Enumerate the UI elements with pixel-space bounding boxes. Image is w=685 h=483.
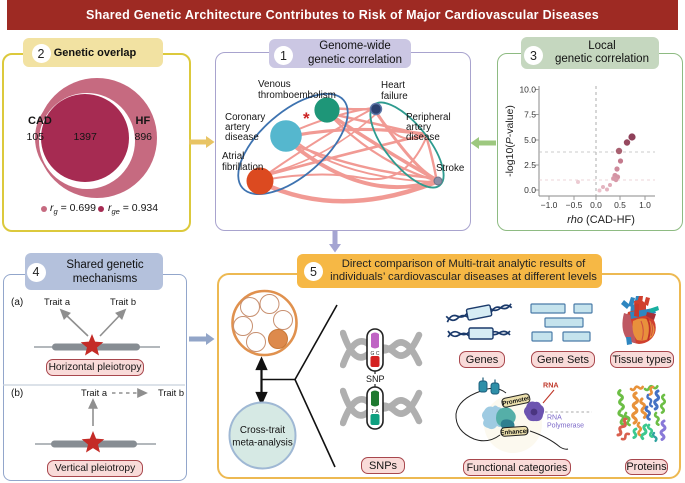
svg-text:5.0: 5.0: [524, 135, 536, 145]
svg-text:meta-analysis: meta-analysis: [232, 438, 293, 449]
svg-text:0.0: 0.0: [524, 185, 536, 195]
svg-text:*: *: [303, 109, 310, 128]
svg-text:RNA: RNA: [547, 415, 562, 422]
svg-text:0.5: 0.5: [614, 200, 626, 210]
svg-text:0.0: 0.0: [590, 200, 602, 210]
svg-text:−0.5: −0.5: [566, 200, 583, 210]
svg-text:RNA: RNA: [543, 381, 559, 390]
svg-text:7.5: 7.5: [524, 110, 536, 120]
svg-text:2.5: 2.5: [524, 160, 536, 170]
svg-text:Polymerase: Polymerase: [547, 423, 584, 430]
svg-text:G C: G C: [371, 351, 380, 357]
svg-text:T A: T A: [371, 409, 379, 415]
svg-text:Cross-trait: Cross-trait: [240, 425, 285, 436]
svg-text:−1.0: −1.0: [541, 200, 558, 210]
svg-text:rho (CAD-HF): rho (CAD-HF): [567, 214, 635, 226]
svg-text:-log10(P-value): -log10(P-value): [504, 105, 516, 177]
svg-text:1.0: 1.0: [639, 200, 651, 210]
svg-text:10.0: 10.0: [519, 85, 536, 95]
svg-text:Enhancer: Enhancer: [500, 428, 529, 437]
